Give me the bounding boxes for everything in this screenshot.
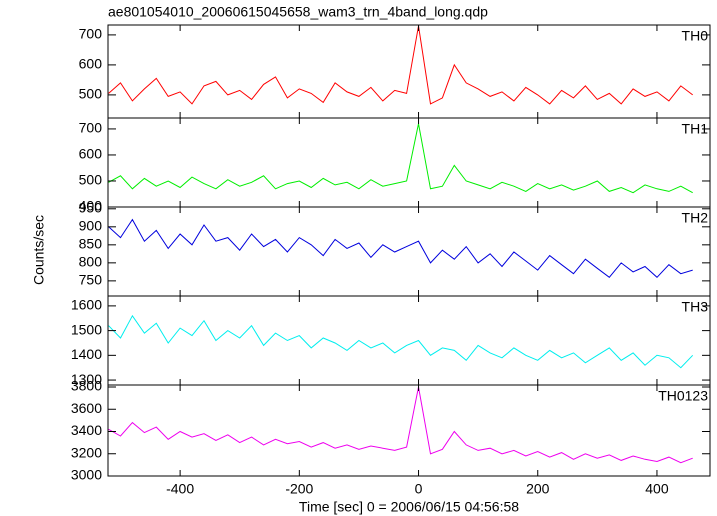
y-tick-label: 500 bbox=[79, 172, 103, 188]
x-tick-label: 0 bbox=[415, 481, 423, 497]
y-tick-label: 750 bbox=[79, 272, 103, 288]
data-line bbox=[108, 25, 694, 105]
y-tick-label: 1500 bbox=[71, 321, 102, 337]
y-tick-label: 1300 bbox=[71, 371, 102, 387]
x-tick-label: 400 bbox=[645, 481, 669, 497]
data-line bbox=[108, 218, 693, 278]
y-tick-label: 3200 bbox=[71, 444, 102, 460]
data-line bbox=[108, 386, 693, 464]
panel-frame bbox=[107, 384, 711, 477]
y-tick-label: 800 bbox=[79, 254, 103, 270]
y-tick-label: 850 bbox=[79, 236, 103, 252]
y-tick-label: 3600 bbox=[71, 400, 102, 416]
panel-frame bbox=[107, 117, 711, 208]
y-tick-label: 600 bbox=[79, 146, 103, 162]
y-tick-label: 3400 bbox=[71, 422, 102, 438]
x-tick-label: -400 bbox=[166, 481, 194, 497]
y-tick-label: 3800 bbox=[71, 378, 102, 394]
y-tick-label: 1400 bbox=[71, 346, 102, 362]
y-axis-label: Counts/sec bbox=[31, 215, 47, 285]
panel-label: TH0123 bbox=[658, 388, 708, 404]
x-tick-label: -200 bbox=[285, 481, 313, 497]
y-tick-label: 3000 bbox=[71, 467, 102, 483]
y-tick-label: 400 bbox=[79, 198, 103, 214]
chart-title: ae801054010_20060615045658_wam3_trn_4ban… bbox=[108, 4, 488, 20]
y-tick-label: 1600 bbox=[71, 297, 102, 313]
panel-label: TH3 bbox=[682, 299, 709, 315]
y-tick-label: 700 bbox=[79, 26, 103, 42]
panel-label: TH0 bbox=[682, 28, 709, 44]
panel-frame bbox=[107, 295, 711, 386]
panel-label: TH1 bbox=[682, 121, 709, 137]
y-tick-label: 600 bbox=[79, 56, 103, 72]
x-tick-label: 200 bbox=[526, 481, 550, 497]
panel-frame bbox=[107, 24, 711, 119]
y-tick-label: 950 bbox=[79, 200, 103, 216]
data-line bbox=[108, 123, 693, 194]
panel-frame bbox=[107, 206, 711, 297]
y-tick-label: 700 bbox=[79, 120, 103, 136]
y-tick-label: 500 bbox=[79, 86, 103, 102]
data-line bbox=[108, 314, 694, 369]
panel-label: TH2 bbox=[682, 210, 709, 226]
y-tick-label: 900 bbox=[79, 218, 103, 234]
x-axis-label: Time [sec] 0 = 2006/06/15 04:56:58 bbox=[299, 499, 519, 515]
